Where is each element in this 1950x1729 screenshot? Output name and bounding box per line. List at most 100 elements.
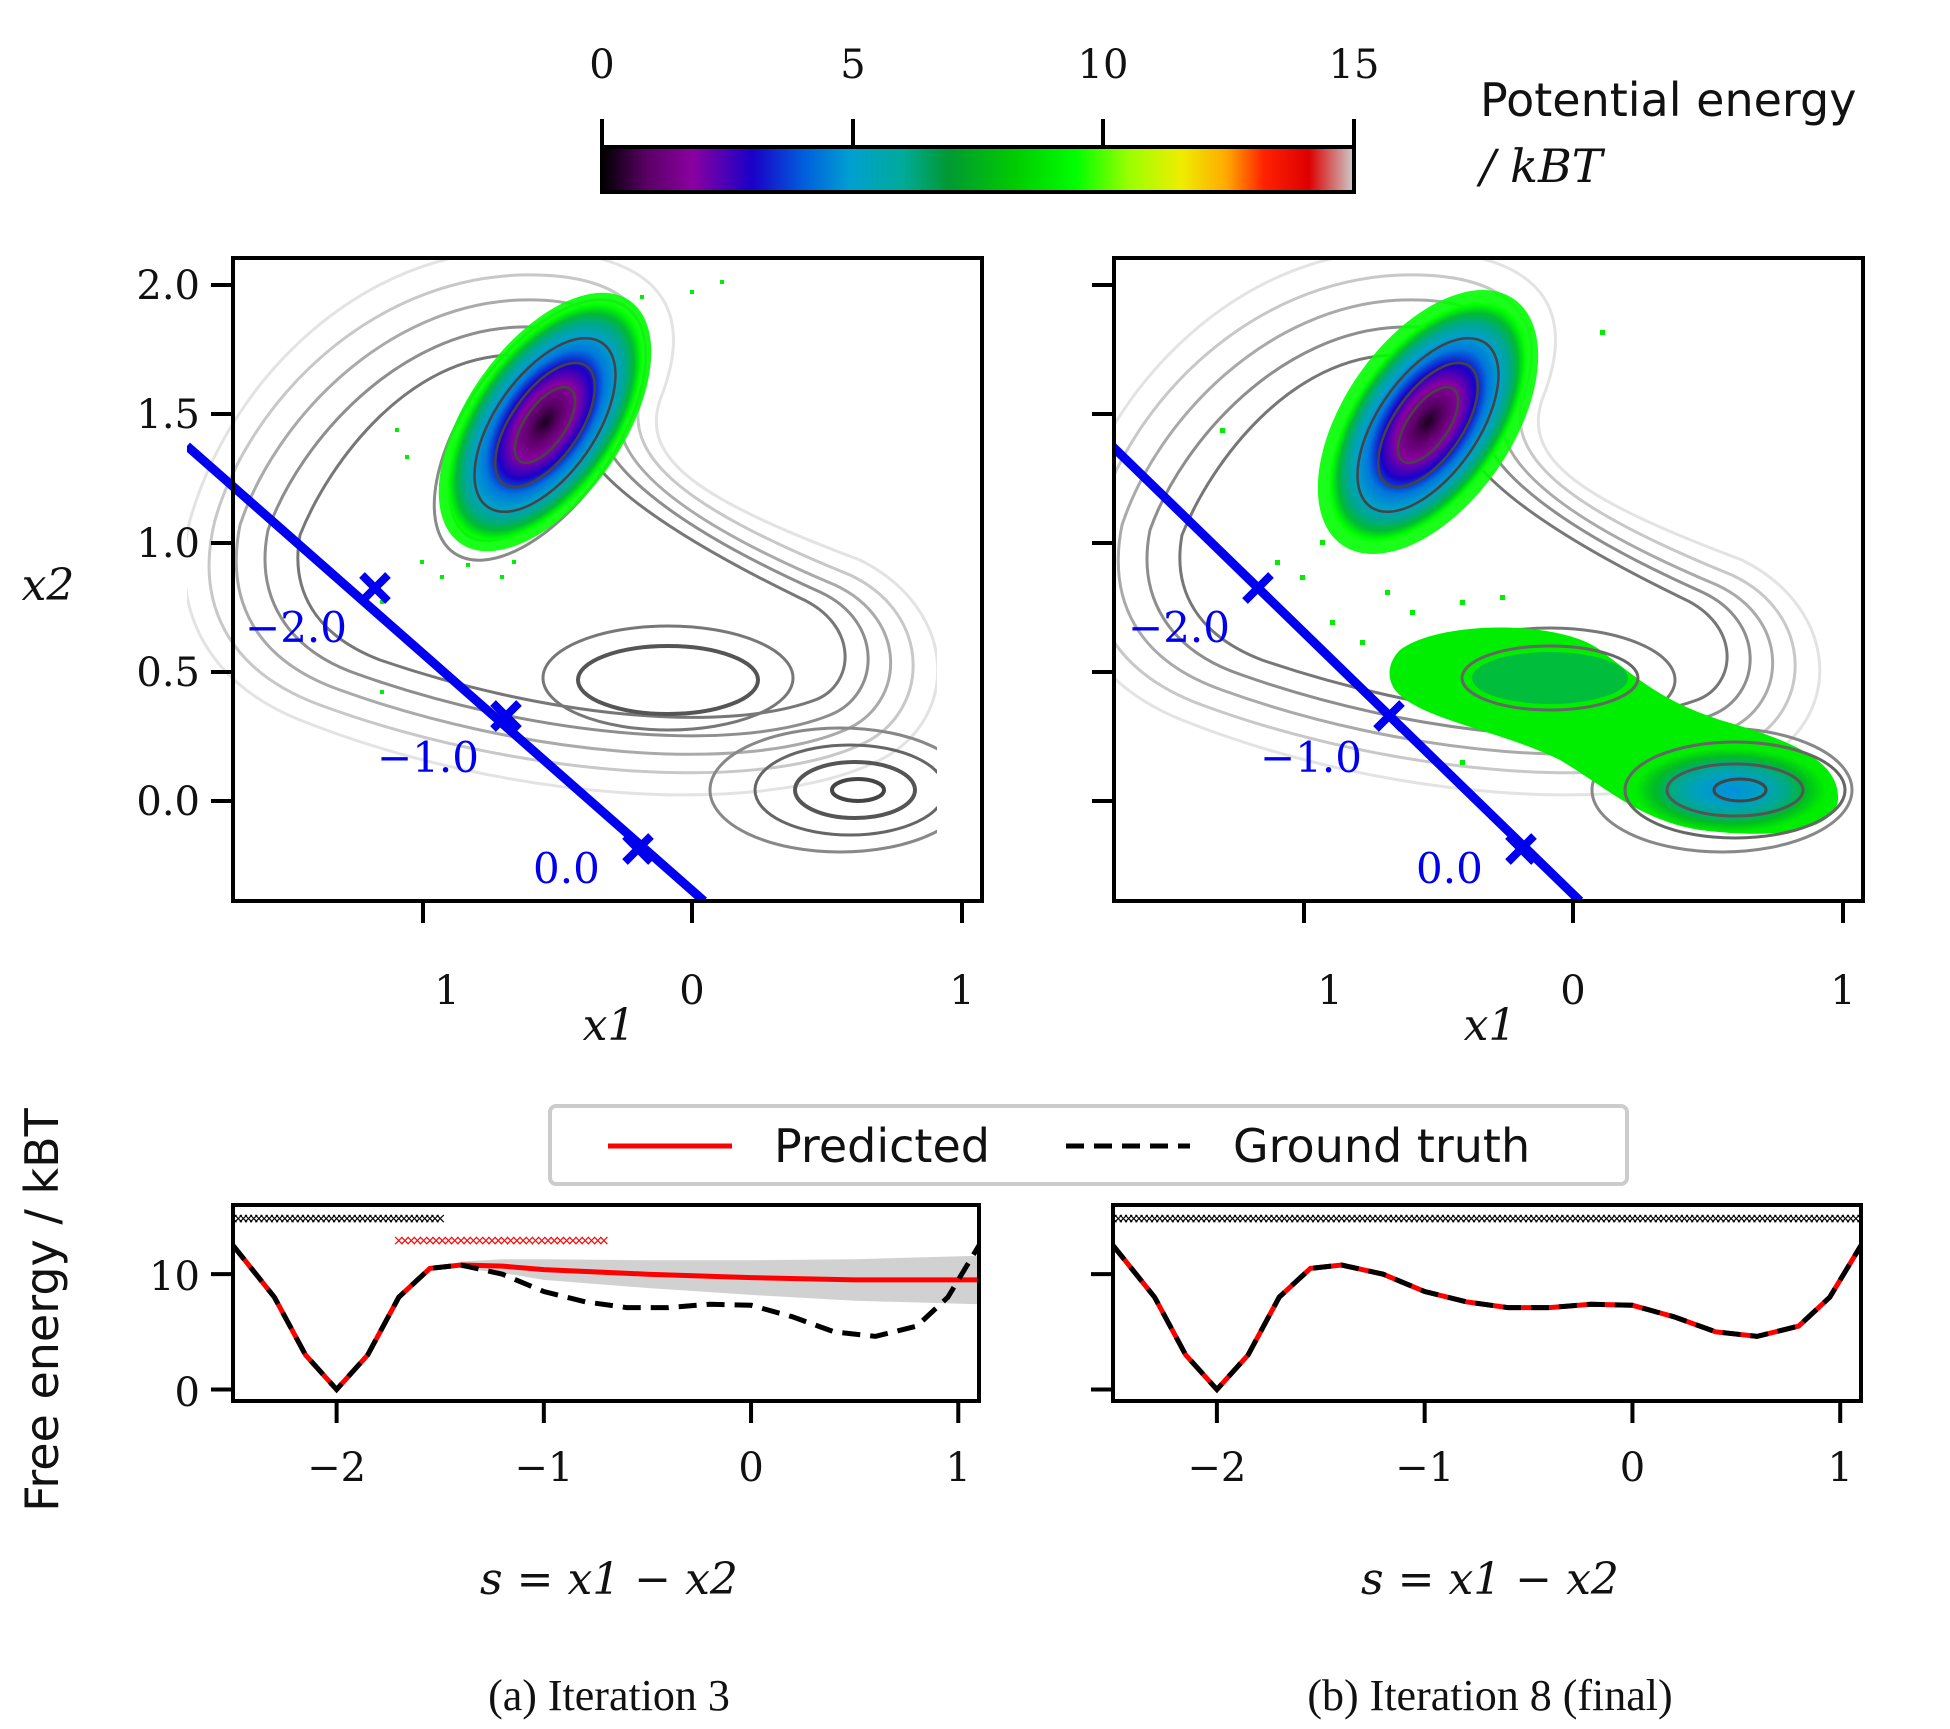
panel-b-sample-mark: ×: [1294, 1211, 1306, 1227]
panel-b-sample-mark: ×: [1180, 1211, 1192, 1227]
panel-b-sample-mark: ×: [1393, 1211, 1405, 1227]
panel-a-sample-mark: ×: [294, 1211, 306, 1227]
panel-b-sample-mark: ×: [1762, 1211, 1774, 1227]
panel-a-new-sample-mark: ×: [592, 1233, 604, 1249]
panel-b-sample-mark: ×: [1523, 1211, 1535, 1227]
panel-b-sample-mark: ×: [1429, 1211, 1441, 1227]
panel-b-sample-mark: ×: [1164, 1211, 1176, 1227]
panel-b-sample-mark: ×: [1543, 1211, 1555, 1227]
panel-a-sample-mark: ×: [243, 1211, 255, 1227]
panel-a-xlabel: x1: [583, 1000, 636, 1051]
panel-b-sample-mark: ×: [1741, 1211, 1753, 1227]
panel-a-sample-mark: ×: [315, 1211, 327, 1227]
panel-a-new-sample-mark: ×: [517, 1233, 529, 1249]
panel-b-sample-mark: ×: [1808, 1211, 1820, 1227]
panel-b-sample-mark: ×: [1725, 1211, 1737, 1227]
panel-a-ytick: 0.0: [136, 779, 200, 825]
panel-b-cv-line: [1112, 442, 1584, 901]
panel-b-sample-mark: ×: [1793, 1211, 1805, 1227]
panel-b-sample-mark: ×: [1107, 1211, 1119, 1227]
legend-predicted-label: Predicted: [774, 1119, 990, 1173]
panel-a-sample-mark: ×: [434, 1211, 446, 1227]
panel-b-sample-mark: ×: [1112, 1211, 1124, 1227]
panel-b-sample-mark: ×: [1268, 1211, 1280, 1227]
panel-a-sample-mark: ×: [310, 1211, 322, 1227]
panel-a-ylabel: x2: [22, 560, 75, 611]
panel-b-sample-mark: ×: [1819, 1211, 1831, 1227]
panel-a-sample-mark: ×: [248, 1211, 260, 1227]
panel-b-sample-mark: ×: [1351, 1211, 1363, 1227]
panel-a-new-sample-mark: ×: [499, 1233, 511, 1249]
panel-a-xtick-label: −2: [307, 1445, 366, 1491]
panel-a-sample-mark: ×: [289, 1211, 301, 1227]
panel-b-sample-mark: ×: [1840, 1211, 1852, 1227]
panel-a-sample-mark: ×: [357, 1211, 369, 1227]
panel-a-new-sample-mark: ×: [567, 1233, 579, 1249]
panel-a-sample-mark: ×: [269, 1211, 281, 1227]
panel-a-ytick: 2.0: [136, 263, 200, 309]
panel-a-new-sample-mark: ×: [474, 1233, 486, 1249]
panel-b-sample-mark: ×: [1575, 1211, 1587, 1227]
panel-b-sample-mark: ×: [1305, 1211, 1317, 1227]
panel-a-sample-mark: ×: [227, 1211, 239, 1227]
panel-a-sample-mark: ×: [331, 1211, 343, 1227]
panel-a-sample-mark: ×: [372, 1211, 384, 1227]
panel-b-sample-mark: ×: [1730, 1211, 1742, 1227]
panel-b-sample-mark: ×: [1798, 1211, 1810, 1227]
panel-b-sample-mark: ×: [1715, 1211, 1727, 1227]
panel-b-sample-mark: ×: [1642, 1211, 1654, 1227]
panel-a-new-sample-mark: ×: [505, 1233, 517, 1249]
colorbar: 0 5 10 15 Potential energy / kBT: [589, 42, 1856, 194]
panel-b-sample-mark: ×: [1824, 1211, 1836, 1227]
panel-b-sample-mark: ×: [1720, 1211, 1732, 1227]
panel-b-xtick: 1: [1317, 968, 1342, 1014]
panel-a-xtick-label: −1: [514, 1445, 573, 1491]
panel-a-sample-mark: ×: [326, 1211, 338, 1227]
panel-b-xtick: 0: [1560, 968, 1585, 1014]
panel-b-sample-mark: ×: [1569, 1211, 1581, 1227]
panel-a-new-sample-mark: ×: [536, 1233, 548, 1249]
panel-a-new-sample-mark: ×: [542, 1233, 554, 1249]
panel-a-new-sample-mark: ×: [418, 1233, 430, 1249]
panel-b-sample-mark: ×: [1273, 1211, 1285, 1227]
panel-b-sample-mark: ×: [1803, 1211, 1815, 1227]
panel-b-xtick: 1: [1830, 968, 1855, 1014]
panel-a-heatmap-basin: [380, 280, 724, 694]
panel-b-sample-mark: ×: [1367, 1211, 1379, 1227]
panel-b-sample-mark: ×: [1440, 1211, 1452, 1227]
panel-a-new-sample-mark: ×: [424, 1233, 436, 1249]
panel-b-sample-mark: ×: [1434, 1211, 1446, 1227]
panel-b-sample-mark: ×: [1497, 1211, 1509, 1227]
panel-b-bottom-xlabel: s = x1 − x2: [1361, 1554, 1619, 1605]
panel-a-sample-mark: ×: [305, 1211, 317, 1227]
panel-a-new-sample-mark: ×: [586, 1233, 598, 1249]
panel-b-sample-mark: ×: [1362, 1211, 1374, 1227]
panel-b-xlabel: x1: [1464, 1000, 1517, 1051]
panel-b-sample-mark: ×: [1408, 1211, 1420, 1227]
panel-b-sample-mark: ×: [1169, 1211, 1181, 1227]
panel-a-sample-mark: ×: [414, 1211, 426, 1227]
panel-a-xtick: 0: [679, 968, 704, 1014]
panel-b-sample-mark: ×: [1486, 1211, 1498, 1227]
panel-b-sample-mark: ×: [1653, 1211, 1665, 1227]
panel-b-sample-mark: ×: [1315, 1211, 1327, 1227]
panel-b-xtick-label: 0: [1620, 1445, 1645, 1491]
panel-a-bottom-ytick: 0: [175, 1370, 200, 1416]
panel-b-sample-mark: ×: [1559, 1211, 1571, 1227]
colorbar-label-line2: / kBT: [1476, 139, 1606, 193]
panel-b-sample-mark: ×: [1834, 1211, 1846, 1227]
panel-b-sample-mark: ×: [1767, 1211, 1779, 1227]
legend-ground-truth-label: Ground truth: [1233, 1119, 1530, 1173]
panel-b-sample-mark: ×: [1185, 1211, 1197, 1227]
panel-b-sample-mark: ×: [1554, 1211, 1566, 1227]
panel-b-sample-mark: ×: [1580, 1211, 1592, 1227]
panel-a-cv-markers: [359, 572, 654, 865]
panel-a-new-sample-mark: ×: [443, 1233, 455, 1249]
panel-a-sample-mark: ×: [403, 1211, 415, 1227]
panel-a-new-sample-mark: ×: [555, 1233, 567, 1249]
panel-b-cv-label-1: −2.0: [1128, 603, 1230, 652]
panel-b-sample-mark: ×: [1123, 1211, 1135, 1227]
panel-a-sample-mark: ×: [336, 1211, 348, 1227]
panel-b-sample-mark: ×: [1330, 1211, 1342, 1227]
